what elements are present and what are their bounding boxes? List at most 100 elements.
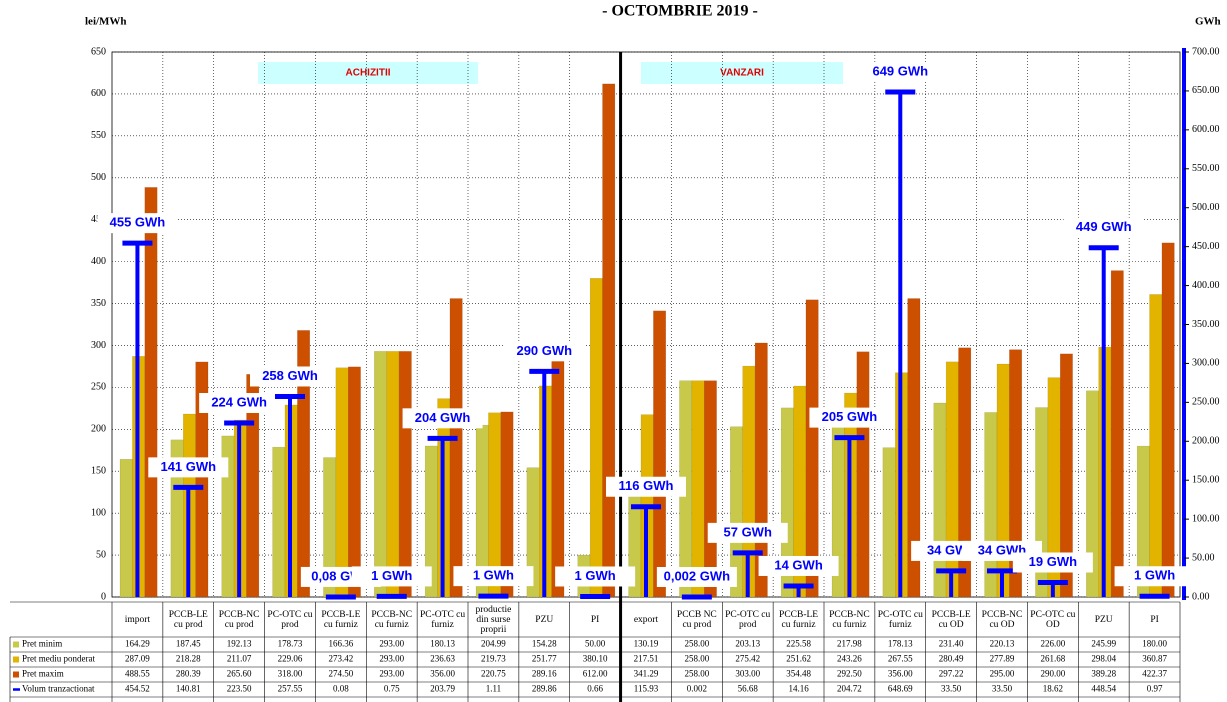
label-box [1114,566,1195,587]
volume-label-group: 258 GWh [250,366,330,387]
table-value: 267.55 [888,654,913,664]
table-value: 245.99 [1091,639,1116,649]
y2-tick-label: 150.00 [1192,475,1220,486]
y-tick-label: 300 [91,340,106,351]
y2-tick-label: 300.00 [1192,358,1220,369]
table-value: 218.28 [176,654,201,664]
y2-tick-label: 200.00 [1192,436,1220,447]
bar [703,380,717,598]
volume-label-group: 0,002 GWh [656,566,737,587]
category-label: PCCB-LE cu furniz [779,610,819,630]
y2-tick-label: 250.00 [1192,397,1220,408]
volume-label-group: 19 GWh [1012,552,1093,573]
table-value: 277.89 [990,654,1015,664]
volume-label: 1 GWh [575,568,616,583]
table-value: 220.13 [990,639,1015,649]
y-tick-label: 600 [91,88,106,99]
category-label: PCCB-NC cu furniz [829,610,870,630]
volume-label: 116 GWh [619,478,674,493]
table-value: 164.29 [125,639,150,649]
y2-tick-label: 100.00 [1192,513,1220,524]
table-value: 293.00 [379,654,404,664]
table-value: 380.10 [583,654,608,664]
volume-label: 649 GWh [872,63,928,78]
y2-tick-label: 500.00 [1192,202,1220,213]
table-value: 236.63 [430,654,455,664]
label-box [402,408,483,429]
table-value: 290.00 [1040,669,1065,679]
category-label: productie din surse proprii [475,605,512,635]
y-tick-label: 400 [91,256,106,267]
category-label: import [124,615,151,625]
table-value: 203.13 [735,639,760,649]
category-label: PC-OTC cu prod [267,610,313,630]
bar [958,347,972,598]
table-value: 115.93 [634,684,659,694]
volume-label: 14 GWh [774,557,822,572]
table-value: 251.77 [532,654,557,664]
volume-label: 224 GWh [211,394,267,409]
bar [907,298,921,598]
table-value: 648.69 [888,684,913,694]
bar [996,363,1010,598]
table-value: 258.00 [684,639,709,649]
label-box [656,566,737,587]
table-value: 356.00 [888,669,913,679]
table-value: 258.00 [684,669,709,679]
volume-label-group: 1 GWh [1114,566,1195,587]
category-label: PCCB NC cu prod [676,610,717,630]
category-label: PI [590,615,600,625]
bar [347,366,361,598]
table-value: 204.99 [481,639,506,649]
bar [551,354,565,598]
table-value: 318.00 [278,669,303,679]
table-value: 289.86 [532,684,557,694]
bar [1110,270,1124,598]
volume-label-group: 57 GWh [707,522,788,543]
volume-label: 204 GWh [415,410,471,425]
label-box [97,213,178,234]
section-box [641,62,843,84]
bar [602,83,616,598]
table-value: 389.28 [1091,669,1116,679]
table-value: 226.00 [1040,639,1065,649]
category-label: PC-OTC cu prod [725,610,771,630]
table-value: 243.26 [837,654,862,664]
legend-label: Pret minim [22,639,62,649]
y-axis-label: lei/MWh [85,16,127,28]
bar [272,446,286,598]
y2-tick-label: 400.00 [1192,280,1220,291]
y-tick-label: 200 [91,424,106,435]
table-value: 217.98 [837,639,862,649]
bar [589,278,603,598]
bar [398,351,412,598]
bar [653,310,667,598]
table-value: 1.11 [486,684,501,694]
volume-label-group: 449 GWh [1063,217,1144,238]
table-value: 187.45 [176,639,201,649]
label-box [555,566,636,587]
table-value: 360.87 [1142,654,1167,664]
y2-tick-label: 550.00 [1192,163,1220,174]
category-label: PCCB-LE cu prod [168,610,208,630]
legend-key [13,656,19,663]
table-value: 192.13 [227,639,252,649]
section-label: ACHIZITII [346,68,391,79]
volume-label: 258 GWh [262,368,318,383]
category-label: PI [1150,615,1159,625]
table-value: 130.19 [634,639,659,649]
y-tick-label: 250 [91,382,106,393]
legend-label: Volum tranzactionat [22,684,95,694]
volume-label-group: 204 GWh [402,408,483,429]
y2-tick-label: 700.00 [1192,46,1220,57]
table-value: 341.29 [634,669,659,679]
volume-label-group: 14 GWh [758,555,839,576]
label-box [606,476,686,497]
label-box [758,555,839,576]
table-value: 217.51 [634,654,659,664]
table-value: 0.75 [384,684,400,694]
table-value: 231.40 [939,639,964,649]
table-value: 258.00 [684,654,709,664]
